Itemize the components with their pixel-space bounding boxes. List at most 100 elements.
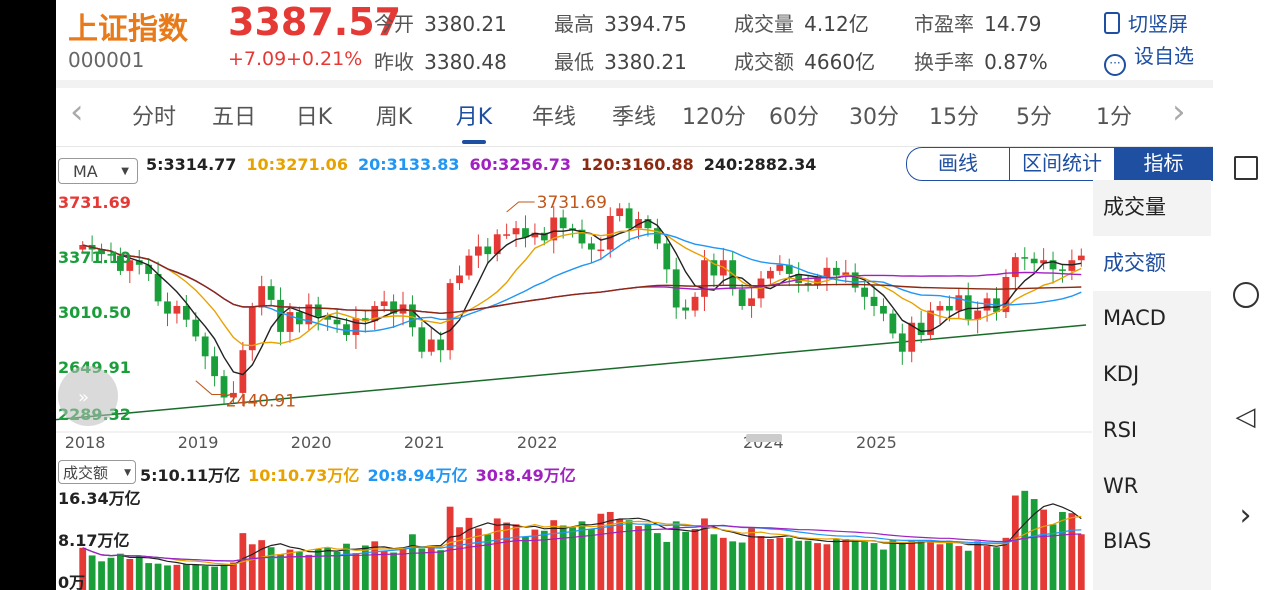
chart-tool-group: 画线 区间统计 指标 bbox=[906, 147, 1213, 181]
indicator-item-5[interactable]: WR bbox=[1103, 473, 1139, 498]
turnover-bar bbox=[898, 543, 906, 590]
candle-body bbox=[823, 267, 831, 279]
turnover-bar bbox=[295, 551, 303, 590]
candle-body bbox=[861, 287, 869, 297]
turnover-bar bbox=[993, 547, 1000, 590]
ma-select[interactable]: MA ▼ bbox=[58, 158, 138, 184]
turnover-bar bbox=[314, 548, 322, 590]
tab-8[interactable]: 60分 bbox=[769, 105, 819, 130]
candle-body bbox=[663, 243, 671, 270]
turnover-bar bbox=[597, 513, 605, 590]
indicator-item-1[interactable]: 成交额 bbox=[1093, 235, 1211, 291]
turnover-bar bbox=[701, 518, 708, 590]
candle-body bbox=[936, 305, 944, 311]
tab-11[interactable]: 5分 bbox=[1016, 105, 1052, 130]
turnover-bar bbox=[437, 550, 445, 590]
candle-body bbox=[352, 318, 360, 335]
turnover-bar bbox=[305, 554, 313, 590]
switch-portrait-button[interactable]: 切竖屏 bbox=[1104, 8, 1188, 37]
x-tick-label: 2021 bbox=[404, 433, 445, 452]
stat-volume: 成交量 4.12亿 bbox=[734, 12, 869, 36]
draw-line-button[interactable]: 画线 bbox=[907, 148, 1010, 180]
turnover-bar bbox=[983, 546, 991, 590]
annotation-leader bbox=[506, 201, 535, 213]
tab-12[interactable]: 1分 bbox=[1096, 105, 1132, 130]
expand-left-icon[interactable]: » bbox=[58, 366, 118, 426]
turnover-bar bbox=[729, 541, 737, 590]
volume-ma5-line bbox=[82, 503, 1082, 567]
triangle-back-icon[interactable]: ◁ bbox=[1235, 402, 1256, 432]
app-window: 上证指数 000001 3387.57 +7.09 +0.21% 今开 3380… bbox=[56, 0, 1213, 590]
turnover-bar bbox=[795, 540, 803, 590]
indicator-item-4[interactable]: RSI bbox=[1103, 417, 1138, 442]
turnover-bar bbox=[1049, 524, 1057, 590]
candle-body bbox=[531, 232, 539, 238]
tab-6[interactable]: 季线 bbox=[611, 105, 656, 130]
candle-body bbox=[889, 313, 897, 334]
candle-body bbox=[814, 278, 821, 285]
turnover-bar bbox=[418, 548, 426, 590]
indicator-item-0[interactable]: 成交量 bbox=[1103, 195, 1166, 219]
candle-body bbox=[474, 246, 482, 256]
ma-legend-item: 10:3271.06 bbox=[246, 155, 348, 174]
candle-body bbox=[559, 217, 567, 229]
turnover-bar bbox=[832, 538, 840, 590]
ma5-line bbox=[82, 219, 1082, 376]
candle-body bbox=[682, 307, 690, 311]
candle-body bbox=[898, 333, 906, 352]
price-change: +7.09 bbox=[228, 48, 287, 70]
x-tick-label: 2019 bbox=[178, 433, 219, 452]
stat-low: 最低 3380.21 bbox=[554, 50, 687, 74]
turnover-bar bbox=[691, 529, 699, 590]
candlestick-chart[interactable]: 3731.693371.103010.502649.912289.3220182… bbox=[56, 192, 1092, 454]
volume-select[interactable]: 成交额 ▼ bbox=[58, 460, 136, 484]
system-nav-bar: ◁ › bbox=[1213, 0, 1278, 590]
circle-home-icon[interactable] bbox=[1213, 282, 1278, 312]
tab-5[interactable]: 年线 bbox=[531, 105, 576, 130]
turnover-bar bbox=[531, 529, 539, 590]
chevron-right-icon[interactable]: › bbox=[1239, 498, 1252, 533]
chevron-left-icon[interactable]: ‹ bbox=[70, 92, 84, 132]
candle-body bbox=[324, 316, 332, 320]
turnover-bar bbox=[277, 554, 284, 590]
candle-body bbox=[465, 255, 473, 276]
candle-body bbox=[550, 217, 558, 241]
tab-1[interactable]: 五日 bbox=[211, 105, 256, 130]
candle-body bbox=[361, 318, 369, 322]
indicator-item-6[interactable]: BIAS bbox=[1103, 529, 1152, 554]
candle-body bbox=[748, 298, 755, 306]
turnover-bar bbox=[578, 521, 586, 590]
scroll-handle[interactable] bbox=[746, 434, 782, 442]
candle-body bbox=[804, 283, 812, 285]
indicator-button[interactable]: 指标 bbox=[1115, 148, 1212, 180]
turnover-bar-chart[interactable]: 16.34万亿 8.17万亿 0万 bbox=[56, 486, 1092, 590]
square-icon[interactable] bbox=[1213, 156, 1278, 184]
candle-body bbox=[851, 272, 859, 288]
turnover-bar bbox=[785, 537, 793, 590]
candle-body bbox=[333, 319, 341, 325]
candle-body bbox=[314, 304, 322, 317]
candle-body bbox=[230, 392, 237, 398]
annotation-leader bbox=[195, 380, 226, 395]
turnover-bar bbox=[220, 565, 228, 590]
tab-2[interactable]: 日K bbox=[295, 105, 333, 130]
tab-9[interactable]: 30分 bbox=[849, 105, 899, 130]
tab-10[interactable]: 15分 bbox=[929, 105, 979, 130]
ma-legend-item: 5:3314.77 bbox=[146, 155, 237, 174]
volume-y-tick: 16.34万亿 bbox=[58, 489, 141, 508]
tab-0[interactable]: 分时 bbox=[131, 105, 176, 130]
tab-4[interactable]: 月K bbox=[455, 105, 493, 130]
add-watchlist-button[interactable]: ··· 设自选 bbox=[1104, 40, 1194, 76]
candle-body bbox=[1077, 255, 1085, 261]
range-stats-button[interactable]: 区间统计 bbox=[1010, 148, 1115, 180]
candle-body bbox=[964, 295, 972, 320]
stat-prev-close: 昨收 3380.48 bbox=[374, 50, 507, 74]
tab-3[interactable]: 周K bbox=[375, 105, 413, 130]
tab-7[interactable]: 120分 bbox=[682, 105, 746, 130]
turnover-bar bbox=[145, 563, 153, 590]
indicator-item-2[interactable]: MACD bbox=[1103, 306, 1166, 331]
chevron-right-icon[interactable]: › bbox=[1172, 92, 1186, 132]
turnover-bar bbox=[955, 546, 963, 590]
indicator-item-3[interactable]: KDJ bbox=[1103, 362, 1140, 387]
volume-legend-item: 5:10.11万亿 bbox=[140, 466, 241, 485]
